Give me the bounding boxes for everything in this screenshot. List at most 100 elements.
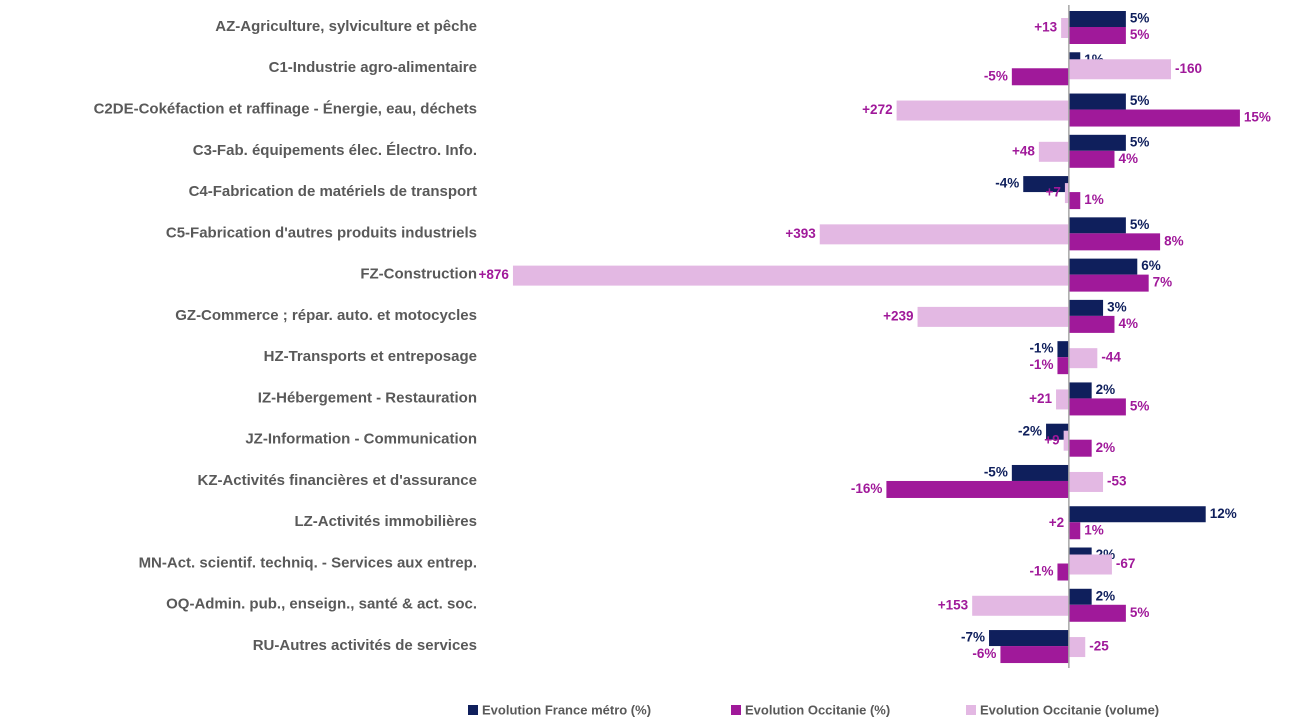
legend-swatch xyxy=(731,705,741,715)
bar xyxy=(1068,134,1126,151)
bar xyxy=(1057,563,1069,581)
data-label: 4% xyxy=(1118,316,1138,331)
bar xyxy=(1068,233,1161,251)
data-label: -25 xyxy=(1089,639,1109,654)
bar xyxy=(1023,176,1069,193)
legend-swatch xyxy=(468,705,478,715)
data-label: -1% xyxy=(1029,564,1053,579)
legend-label: Evolution Occitanie (%) xyxy=(745,702,890,717)
category-label: C4-Fabrication de matériels de transport xyxy=(189,183,477,200)
bar xyxy=(1068,217,1126,234)
bar xyxy=(1068,109,1240,127)
bar xyxy=(1068,588,1092,605)
category-label: C5-Fabrication d'autres produits industr… xyxy=(166,224,477,241)
bar xyxy=(1056,389,1070,410)
bar xyxy=(1069,59,1171,80)
bar xyxy=(1068,150,1115,168)
data-label: 12% xyxy=(1210,506,1237,521)
data-label: +2 xyxy=(1049,515,1064,530)
bar xyxy=(1068,439,1092,457)
data-label: +13 xyxy=(1034,20,1057,35)
data-label: +153 xyxy=(938,597,969,612)
bar xyxy=(972,595,1070,616)
bar xyxy=(1068,274,1149,292)
data-label: 5% xyxy=(1130,217,1150,232)
data-label: -1% xyxy=(1029,357,1053,372)
data-label: -2% xyxy=(1018,423,1042,438)
bar xyxy=(1068,522,1081,540)
data-label: -16% xyxy=(851,481,883,496)
bar xyxy=(1068,604,1126,622)
data-label: 5% xyxy=(1130,398,1150,413)
data-label: 3% xyxy=(1107,299,1127,314)
category-label: LZ-Activités immobilières xyxy=(294,513,477,530)
data-label: 5% xyxy=(1130,93,1150,108)
data-label: -6% xyxy=(972,646,996,661)
category-label: C1-Industrie agro-alimentaire xyxy=(269,59,477,76)
bar xyxy=(1057,341,1069,358)
data-label: 5% xyxy=(1130,27,1150,42)
legend-label: Evolution Occitanie (volume) xyxy=(980,702,1159,717)
data-label: 2% xyxy=(1096,440,1116,455)
data-label: 5% xyxy=(1130,11,1150,26)
data-label: -4% xyxy=(995,176,1019,191)
bar xyxy=(886,480,1069,498)
data-label: -5% xyxy=(984,68,1008,83)
legend-swatch xyxy=(966,705,976,715)
bar xyxy=(1069,348,1098,369)
data-label: 5% xyxy=(1130,134,1150,149)
data-label: +239 xyxy=(883,308,913,323)
bar xyxy=(1069,637,1086,658)
bar xyxy=(1068,315,1115,333)
bar xyxy=(1061,18,1070,38)
data-label: +393 xyxy=(785,226,816,241)
bar xyxy=(1068,299,1104,316)
bar xyxy=(1064,183,1070,204)
data-label: -1% xyxy=(1029,341,1053,356)
bar xyxy=(1068,192,1081,210)
bar xyxy=(1063,430,1070,451)
data-label: 2% xyxy=(1096,588,1116,603)
data-label: +9 xyxy=(1044,432,1059,447)
data-label: 2% xyxy=(1096,382,1116,397)
bar xyxy=(1068,11,1126,27)
category-label: AZ-Agriculture, sylviculture et pêche xyxy=(215,18,477,35)
data-label: +48 xyxy=(1012,143,1035,158)
bar xyxy=(1069,554,1112,575)
category-label: MN-Act. scientif. techniq. - Services au… xyxy=(139,554,477,571)
bar xyxy=(1068,258,1138,275)
category-label: HZ-Transports et entreposage xyxy=(264,348,477,365)
category-label: RU-Autres activités de services xyxy=(253,637,477,654)
legend-label: Evolution France métro (%) xyxy=(482,702,651,717)
bar xyxy=(1011,68,1069,86)
data-label: 1% xyxy=(1084,192,1104,207)
data-label: +7 xyxy=(1046,185,1061,200)
bar xyxy=(1000,646,1069,664)
category-label: C3-Fab. équipements élec. Électro. Info. xyxy=(193,142,477,159)
category-label: FZ-Construction xyxy=(360,266,477,283)
data-label: -53 xyxy=(1107,474,1127,489)
data-label: +876 xyxy=(479,267,510,282)
data-label: 6% xyxy=(1141,258,1161,273)
category-label: OQ-Admin. pub., enseign., santé & act. s… xyxy=(166,596,477,613)
data-label: 7% xyxy=(1153,275,1173,290)
data-label: 4% xyxy=(1118,151,1138,166)
bar xyxy=(1068,398,1126,416)
bar xyxy=(896,100,1070,121)
data-label: 1% xyxy=(1084,522,1104,537)
data-label: -44 xyxy=(1101,350,1121,365)
bar xyxy=(1046,423,1069,440)
category-label: JZ-Information - Communication xyxy=(245,431,477,448)
data-label: -7% xyxy=(961,630,985,645)
data-label: 15% xyxy=(1244,110,1271,125)
bar xyxy=(1068,506,1206,523)
data-label: -160 xyxy=(1175,61,1202,76)
data-label: +272 xyxy=(862,102,892,117)
bar xyxy=(819,224,1070,245)
bar xyxy=(1068,93,1126,110)
bar xyxy=(1011,464,1069,481)
bar xyxy=(1068,27,1126,44)
bar xyxy=(1068,382,1092,399)
data-label: -5% xyxy=(984,465,1008,480)
bar xyxy=(1057,357,1069,375)
